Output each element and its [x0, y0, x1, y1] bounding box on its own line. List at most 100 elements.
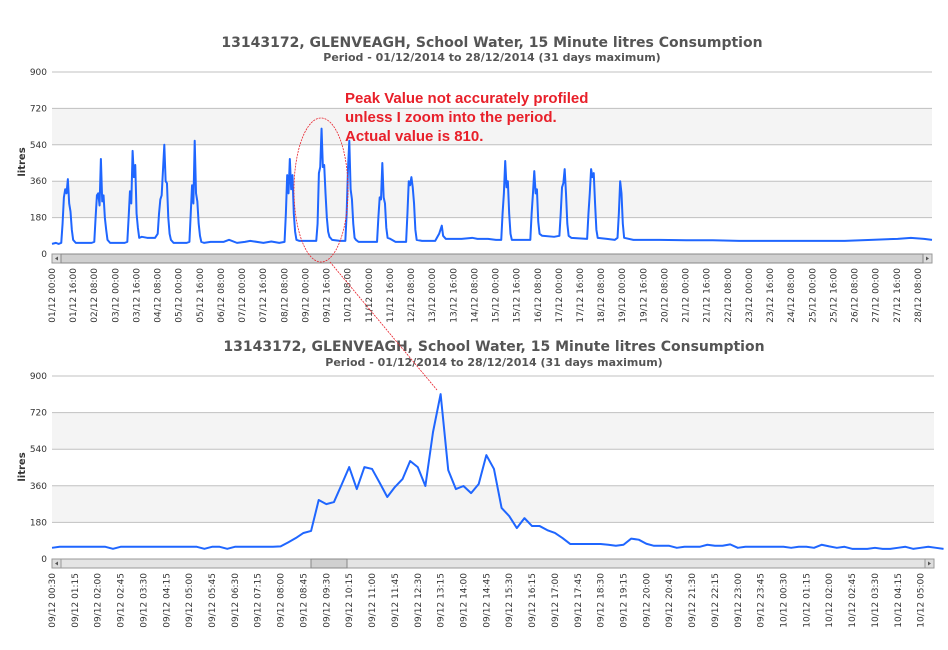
x-tick-label: 19/12 16:00 — [639, 268, 649, 323]
x-tick-label: 25/12 16:00 — [829, 268, 839, 323]
arrow-left-icon — [55, 561, 58, 566]
x-tick-label: 09/12 01:15 — [71, 573, 81, 628]
x-tick-label: 09/12 23:45 — [757, 573, 767, 628]
x-tick-label: 15/12 16:00 — [513, 268, 523, 323]
x-tick-label: 03/12 16:00 — [132, 268, 142, 323]
x-tick-label: 13/12 16:00 — [449, 268, 459, 323]
y-tick-label: 360 — [30, 177, 47, 187]
x-tick-label: 03/12 00:00 — [111, 268, 121, 323]
x-tick-label: 09/12 18:30 — [597, 573, 607, 628]
x-tick-label: 09/12 04:15 — [162, 573, 172, 628]
plot-band — [52, 108, 932, 145]
y-tick-label: 540 — [30, 141, 47, 151]
x-tick-label: 09/12 02:00 — [94, 573, 104, 628]
x-tick-label: 27/12 16:00 — [893, 268, 903, 323]
x-tick-label: 07/12 00:00 — [238, 268, 248, 323]
x-tick-label: 11/12 00:00 — [365, 268, 375, 323]
plot-band — [52, 412, 934, 450]
y-tick-label: 540 — [30, 445, 47, 455]
x-tick-label: 09/12 20:45 — [665, 573, 675, 628]
scrollbar-track[interactable] — [51, 558, 935, 569]
x-tick-label: 10/12 03:30 — [871, 573, 881, 628]
overview-chart: 13143172, GLENVEAGH, School Water, 15 Mi… — [17, 35, 933, 323]
series-line-litres — [51, 127, 933, 245]
x-tick-label: 09/12 11:45 — [391, 573, 401, 628]
x-tick-label: 05/12 16:00 — [196, 268, 206, 323]
chart-subtitle: Period - 01/12/2014 to 28/12/2014 (31 da… — [323, 51, 660, 64]
x-tick-label: 09/12 11:00 — [368, 573, 378, 628]
arrow-right-icon — [926, 256, 929, 261]
scrollbar-thumb[interactable] — [310, 558, 348, 569]
x-tick-label: 19/12 00:00 — [618, 268, 628, 323]
x-tick-label: 09/12 16:15 — [528, 573, 538, 628]
x-tick-label: 07/12 16:00 — [259, 268, 269, 323]
x-tick-label: 13/12 00:00 — [428, 268, 438, 323]
y-tick-label: 900 — [30, 68, 47, 78]
x-tick-label: 09/12 06:30 — [231, 573, 241, 628]
x-tick-label: 28/12 08:00 — [914, 268, 924, 323]
x-tick-label: 09/12 02:45 — [117, 573, 127, 628]
x-tick-label: 09/12 23:00 — [734, 573, 744, 628]
x-tick-label: 02/12 08:00 — [90, 268, 100, 323]
arrow-right-icon — [928, 561, 931, 566]
x-tick-label: 10/12 01:15 — [802, 573, 812, 628]
x-tick-label: 09/12 14:45 — [482, 573, 492, 628]
x-tick-label: 08/12 08:00 — [280, 268, 290, 323]
x-tick-label: 09/12 05:45 — [208, 573, 218, 628]
x-tick-label: 22/12 08:00 — [724, 268, 734, 323]
x-tick-label: 01/12 00:00 — [48, 268, 58, 323]
scrollbar-thumb[interactable] — [60, 253, 924, 264]
y-tick-label: 720 — [30, 409, 47, 419]
annotation-connector — [329, 261, 438, 391]
y-tick-label: 0 — [41, 250, 47, 260]
x-tick-label: 09/12 16:00 — [323, 268, 333, 323]
x-tick-label: 09/12 17:45 — [574, 573, 584, 628]
x-tick-label: 09/12 19:15 — [620, 573, 630, 628]
x-tick-label: 09/12 09:30 — [322, 573, 332, 628]
x-tick-label: 21/12 16:00 — [703, 268, 713, 323]
x-tick-label: 27/12 00:00 — [872, 268, 882, 323]
chart-title: 13143172, GLENVEAGH, School Water, 15 Mi… — [221, 35, 762, 51]
x-tick-label: 21/12 00:00 — [682, 268, 692, 323]
x-tick-label: 09/12 22:15 — [711, 573, 721, 628]
x-tick-label: 23/12 16:00 — [766, 268, 776, 323]
x-tick-label: 09/12 08:00 — [277, 573, 287, 628]
x-tick-label: 09/12 00:00 — [301, 268, 311, 323]
x-tick-label: 20/12 08:00 — [660, 268, 670, 323]
x-tick-label: 10/12 04:15 — [894, 573, 904, 628]
y-tick-label: 900 — [30, 372, 47, 382]
x-tick-label: 17/12 00:00 — [555, 268, 565, 323]
x-tick-label: 14/12 08:00 — [470, 268, 480, 323]
x-tick-label: 10/12 02:00 — [825, 573, 835, 628]
x-tick-label: 09/12 00:30 — [48, 573, 58, 628]
x-tick-label: 01/12 16:00 — [69, 268, 79, 323]
plot-band — [52, 485, 934, 523]
x-tick-label: 25/12 00:00 — [808, 268, 818, 323]
chart-subtitle: Period - 01/12/2014 to 28/12/2014 (31 da… — [325, 356, 662, 369]
x-tick-label: 09/12 05:00 — [185, 573, 195, 628]
x-tick-label: 10/12 02:45 — [848, 573, 858, 628]
annotation-ellipse — [293, 117, 349, 263]
x-tick-label: 09/12 07:15 — [254, 573, 264, 628]
zoomed-chart: 13143172, GLENVEAGH, School Water, 15 Mi… — [17, 339, 944, 628]
chart-title: 13143172, GLENVEAGH, School Water, 15 Mi… — [223, 339, 764, 355]
annotation-line-2: unless I zoom into the period. — [345, 109, 557, 126]
annotation-line-3: Actual value is 810. — [345, 128, 483, 145]
x-tick-label: 05/12 00:00 — [175, 268, 185, 323]
x-tick-label: 06/12 08:00 — [217, 268, 227, 323]
x-tick-label: 23/12 00:00 — [745, 268, 755, 323]
x-tick-label: 09/12 15:30 — [505, 573, 515, 628]
y-tick-label: 180 — [30, 518, 47, 528]
x-tick-label: 09/12 20:00 — [642, 573, 652, 628]
x-tick-label: 26/12 08:00 — [851, 268, 861, 323]
x-tick-label: 16/12 08:00 — [534, 268, 544, 323]
x-tick-label: 09/12 17:00 — [551, 573, 561, 628]
x-tick-label: 09/12 10:15 — [345, 573, 355, 628]
annotation-line-1: Peak Value not accurately profiled — [345, 90, 588, 107]
x-tick-label: 12/12 08:00 — [407, 268, 417, 323]
x-tick-label: 15/12 00:00 — [492, 268, 502, 323]
y-axis-label: litres — [17, 147, 28, 176]
peak-annotation: Peak Value not accurately profiled unles… — [293, 90, 588, 391]
plot-band — [52, 181, 932, 218]
